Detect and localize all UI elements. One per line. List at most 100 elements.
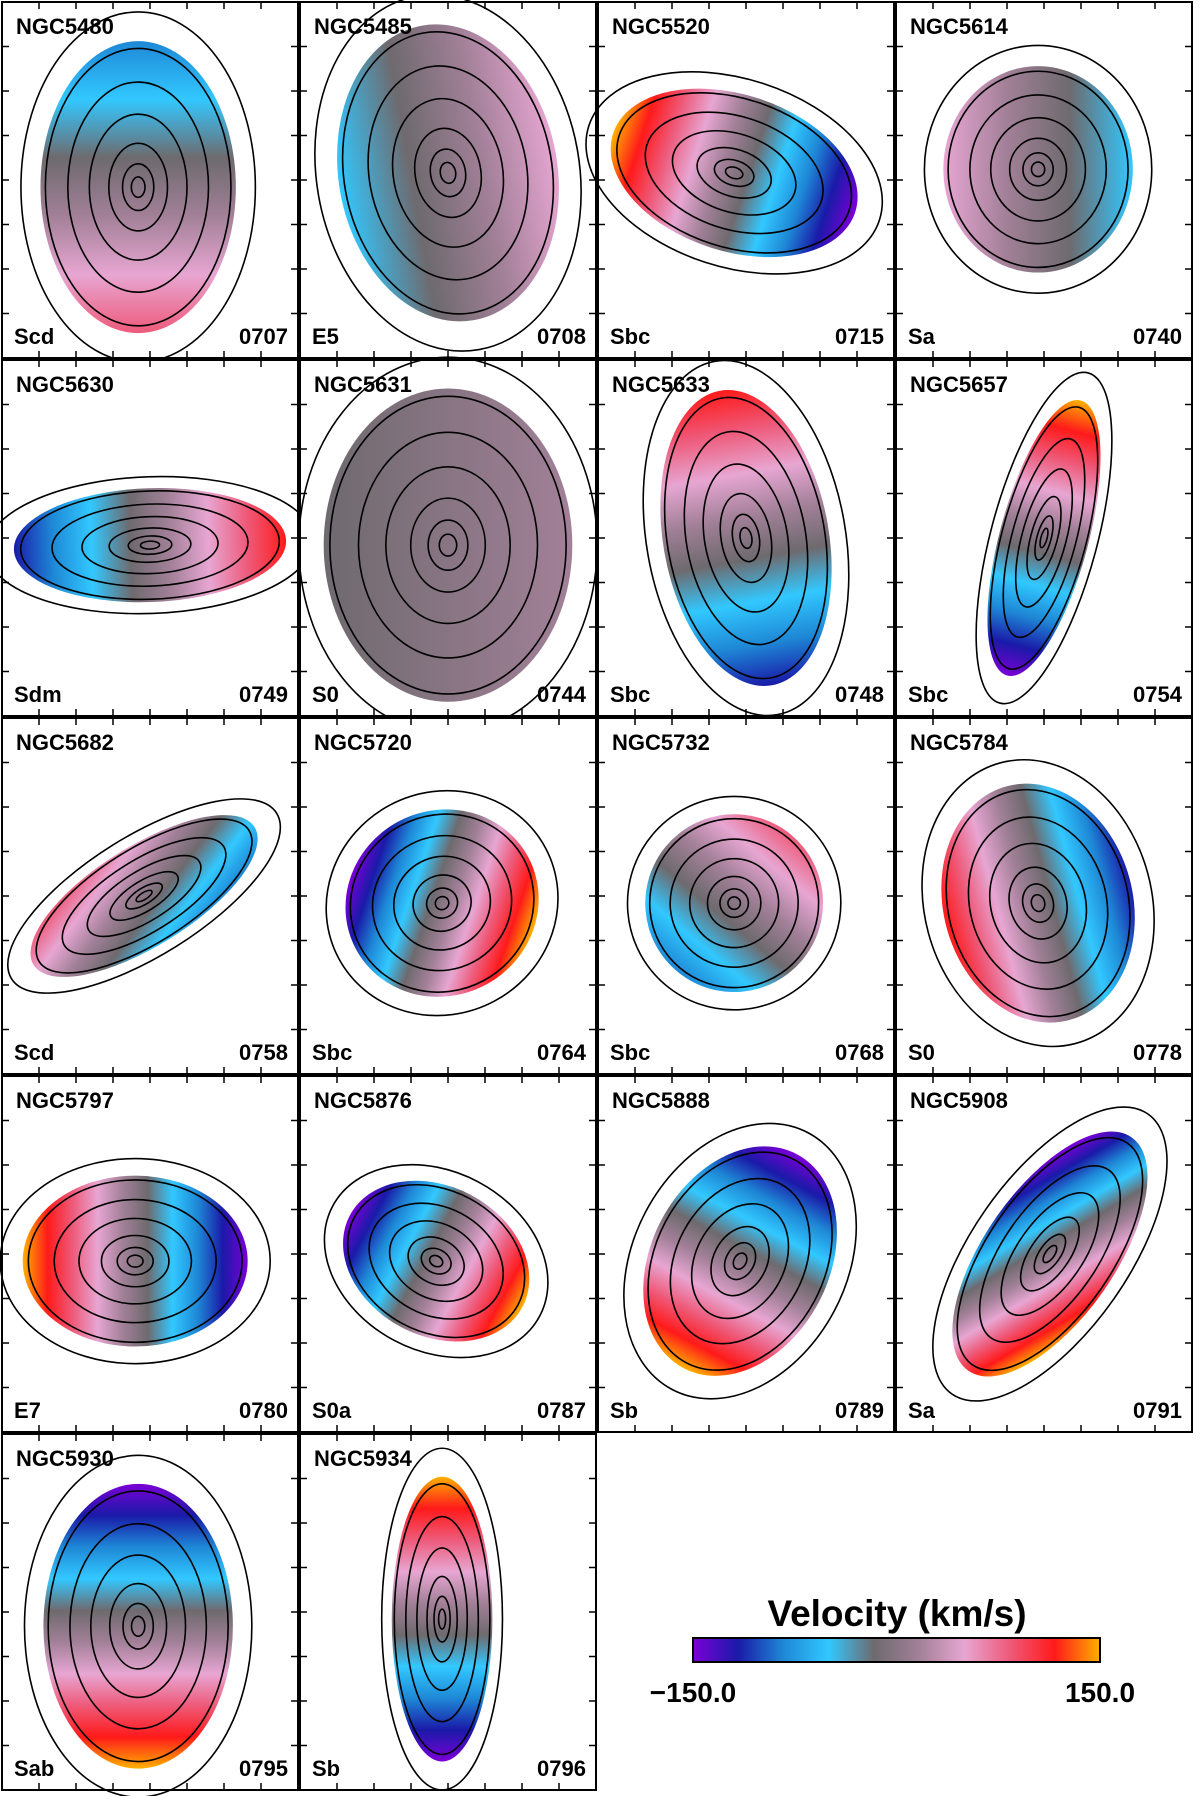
morphology-type: Sbc <box>610 1040 650 1065</box>
morphology-type: Sb <box>610 1398 638 1423</box>
panel-ticks <box>300 1434 596 1790</box>
isophote-contours <box>380 1447 504 1791</box>
velocity-field <box>643 1146 837 1376</box>
plate-id: 0778 <box>1133 1040 1182 1065</box>
velocity-field <box>941 783 1135 1023</box>
plate-id: 0780 <box>239 1398 288 1423</box>
velocity-field <box>952 1131 1148 1377</box>
colorbar-max-label: 150.0 <box>1065 1677 1135 1708</box>
morphology-type: Sa <box>908 324 936 349</box>
galaxy-panel: NGC5485 E5 0708 <box>299 0 597 359</box>
velocity-field <box>40 41 236 334</box>
plate-id: 0758 <box>239 1040 288 1065</box>
velocity-field <box>610 88 858 258</box>
plate-id: 0744 <box>537 682 587 707</box>
isophote-contours <box>7 798 282 994</box>
isophote-contours <box>323 1163 549 1359</box>
morphology-type: Sbc <box>610 682 650 707</box>
galaxy-name: NGC5732 <box>612 730 710 755</box>
plate-id: 0789 <box>835 1398 884 1423</box>
colorbar-bar <box>692 1637 1101 1663</box>
galaxy-name: NGC5908 <box>910 1088 1008 1113</box>
morphology-type: Sab <box>14 1756 54 1781</box>
velocity-field <box>391 1476 493 1762</box>
plate-id: 0764 <box>537 1040 587 1065</box>
panel-ticks <box>896 718 1192 1074</box>
isophote-contours <box>975 371 1113 705</box>
panel-ticks <box>598 2 894 358</box>
isophote-contours <box>325 789 559 1017</box>
isophote-contours <box>585 70 884 275</box>
plate-id: 0796 <box>537 1756 586 1781</box>
colorbar-title: Velocity (km/s) <box>767 1593 1026 1634</box>
galaxy-name: NGC5631 <box>314 372 412 397</box>
galaxy-name: NGC5485 <box>314 14 412 39</box>
isophote-contours <box>0 1157 271 1365</box>
panel-ticks <box>598 1076 894 1432</box>
galaxy-name: NGC5888 <box>612 1088 710 1113</box>
velocity-field <box>987 399 1101 677</box>
galaxy-panel: NGC5631 S0 0744 <box>298 356 598 734</box>
plate-id: 0707 <box>239 324 288 349</box>
galaxy-name: NGC5934 <box>314 1446 413 1471</box>
morphology-type: S0 <box>908 1040 935 1065</box>
velocity-field <box>30 815 258 977</box>
galaxy-name: NGC5682 <box>16 730 114 755</box>
plate-id: 0740 <box>1133 324 1182 349</box>
velocity-field <box>343 1180 530 1342</box>
plate-id: 0787 <box>537 1398 586 1423</box>
panel-ticks <box>896 2 1192 358</box>
plate-id: 0715 <box>835 324 884 349</box>
galaxy-name: NGC5480 <box>16 14 114 39</box>
panel-ticks <box>2 360 298 716</box>
galaxy-panel: NGC5797 E7 0780 <box>0 1075 299 1433</box>
panel-ticks <box>2 718 298 1074</box>
panel-ticks <box>300 718 596 1074</box>
isophote-contours <box>642 359 850 717</box>
morphology-type: Sbc <box>908 682 948 707</box>
isophote-contours <box>921 758 1155 1048</box>
galaxy-panel: NGC5633 Sbc 0748 <box>597 359 895 717</box>
panel-ticks <box>598 718 894 1074</box>
isophote-contours <box>23 1454 253 1798</box>
morphology-type: Scd <box>14 324 54 349</box>
panel-ticks <box>300 360 596 716</box>
velocity-field <box>943 66 1133 273</box>
galaxy-panel: NGC5784 S0 0778 <box>895 717 1193 1075</box>
galaxy-panel: NGC5630 Sdm 0749 <box>0 359 315 717</box>
plate-id: 0795 <box>239 1756 288 1781</box>
galaxy-name: NGC5720 <box>314 730 412 755</box>
velocity-field <box>645 814 824 993</box>
panel-ticks <box>2 2 298 358</box>
morphology-type: Sbc <box>312 1040 352 1065</box>
galaxy-panel: NGC5930 Sab 0795 <box>1 1433 299 1798</box>
velocity-field <box>660 390 832 686</box>
panel-ticks <box>2 1434 298 1790</box>
plate-id: 0708 <box>537 324 586 349</box>
galaxy-name: NGC5630 <box>16 372 114 397</box>
plate-id: 0754 <box>1133 682 1183 707</box>
colorbar-min-label: −150.0 <box>650 1677 736 1708</box>
galaxy-name: NGC5784 <box>910 730 1009 755</box>
galaxy-name: NGC5657 <box>910 372 1008 397</box>
morphology-type: E5 <box>312 324 339 349</box>
plate-id: 0748 <box>835 682 884 707</box>
galaxy-panel: NGC5934 Sb 0796 <box>299 1433 597 1791</box>
galaxy-panel: NGC5720 Sbc 0764 <box>299 717 597 1075</box>
isophote-contours <box>623 1122 858 1400</box>
morphology-type: Sdm <box>14 682 62 707</box>
panel-ticks <box>896 1076 1192 1432</box>
galaxy-panel: NGC5908 Sa 0791 <box>895 1075 1193 1433</box>
plate-id: 0749 <box>239 682 288 707</box>
galaxy-panel: NGC5657 Sbc 0754 <box>895 359 1193 717</box>
plate-id: 0768 <box>835 1040 884 1065</box>
velocity-field <box>337 24 559 322</box>
velocity-field <box>13 487 287 603</box>
plate-id: 0791 <box>1133 1398 1182 1423</box>
morphology-type: S0a <box>312 1398 352 1423</box>
velocity-field <box>22 1175 248 1347</box>
panel-ticks <box>896 360 1192 716</box>
morphology-type: Scd <box>14 1040 54 1065</box>
isophote-contours <box>314 0 582 352</box>
